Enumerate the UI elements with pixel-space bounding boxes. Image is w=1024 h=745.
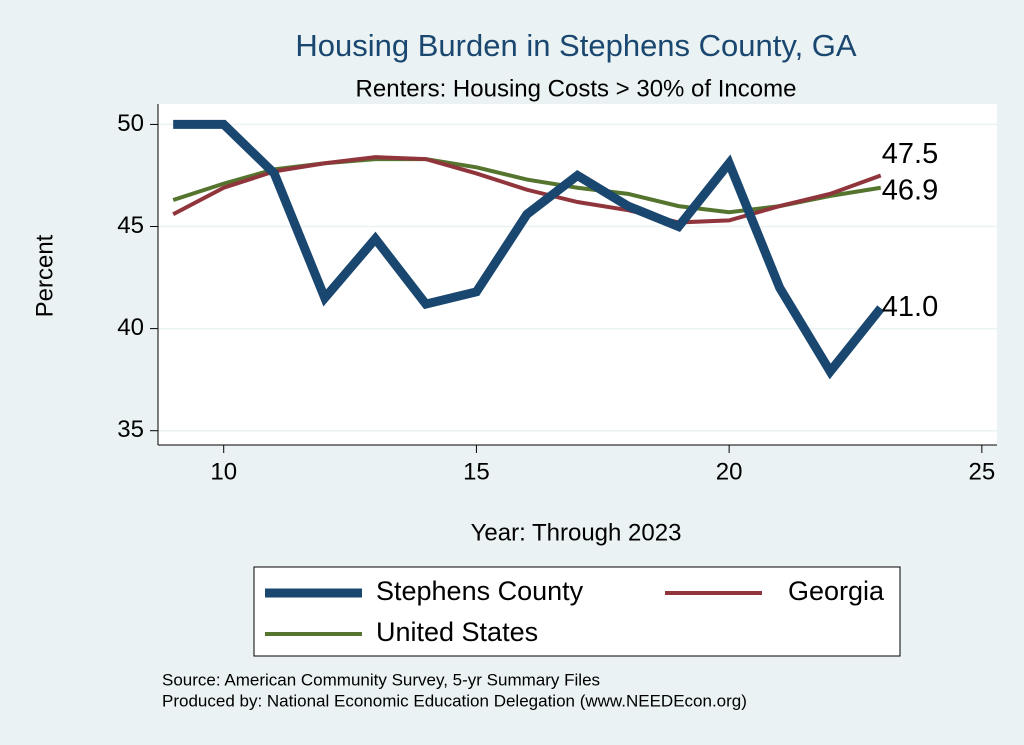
legend: [253, 566, 901, 657]
chart-title: Housing Burden in Stephens County, GA: [295, 28, 857, 63]
x-tick-label: 25: [968, 458, 995, 485]
y-tick-label: 40: [117, 314, 144, 341]
y-tick-label: 35: [117, 416, 144, 443]
x-tick-label: 20: [716, 458, 743, 485]
value-label: 46.9: [882, 174, 938, 206]
x-tick-label: 10: [210, 458, 237, 485]
legend-label: Stephens County: [376, 576, 584, 606]
plot-area: [158, 104, 997, 445]
x-tick-label: 15: [463, 458, 490, 485]
series-line: [173, 119, 885, 380]
series-line: [172, 155, 882, 225]
value-label: 41.0: [882, 291, 938, 323]
value-label: 47.5: [882, 138, 938, 170]
y-axis-title: Percent: [31, 234, 58, 317]
note: Source: American Community Survey, 5-yr …: [162, 670, 600, 689]
legend-label: United States: [376, 617, 538, 647]
y-tick-label: 50: [117, 110, 144, 137]
note: Produced by: National Economic Education…: [162, 691, 747, 710]
y-tick-label: 45: [117, 212, 144, 239]
x-axis-title: Year: Through 2023: [471, 519, 682, 546]
legend-label: Georgia: [788, 576, 885, 606]
chart-subtitle: Renters: Housing Costs > 30% of Income: [356, 75, 797, 102]
